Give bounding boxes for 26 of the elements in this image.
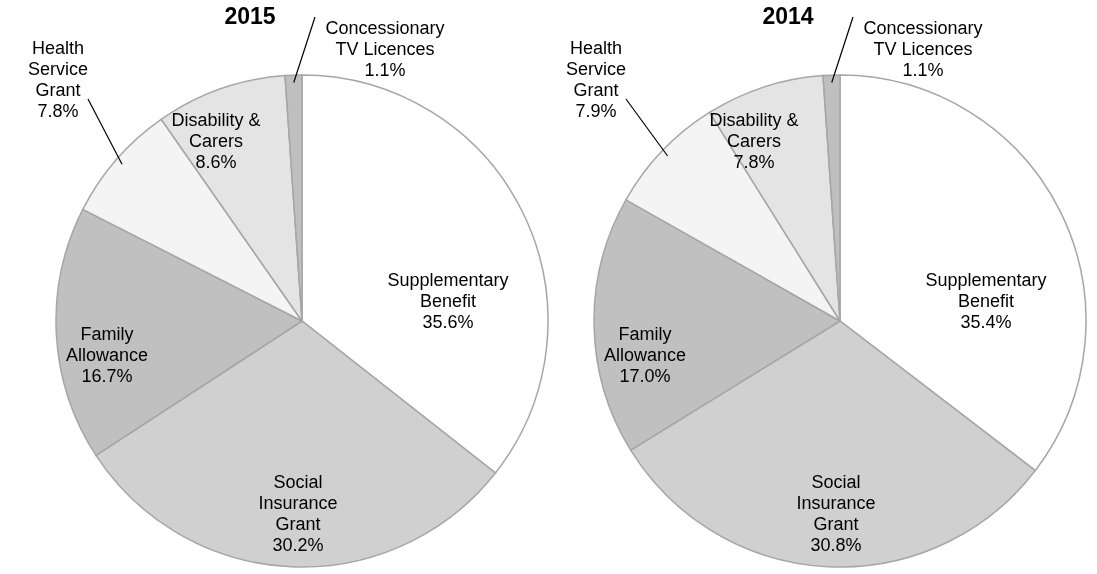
data-label: 30.2%	[272, 535, 324, 555]
data-label: 7.8%	[37, 101, 79, 121]
slice-label: Concessionary TV Licences	[325, 18, 445, 59]
slice-label: Social Insurance Grant	[258, 472, 338, 534]
data-label: 17.0%	[619, 366, 671, 386]
slice-label: Family Allowance	[603, 324, 687, 365]
data-label: 1.1%	[902, 60, 944, 80]
slice-label: Health Service Grant	[565, 38, 627, 100]
slice-label: Health Service Grant	[27, 38, 89, 100]
slice-label: Supplementary Benefit	[925, 270, 1047, 311]
data-label: 7.8%	[733, 152, 775, 172]
data-label: 1.1%	[364, 60, 406, 80]
data-label: 16.7%	[81, 366, 133, 386]
slice-label: Social Insurance Grant	[796, 472, 876, 534]
data-label: 35.6%	[422, 312, 474, 332]
slice-label: Concessionary TV Licences	[863, 18, 983, 59]
slice-label: Disability & Carers	[171, 110, 261, 151]
data-label: 7.9%	[575, 101, 617, 121]
slice-label: Family Allowance	[65, 324, 149, 365]
data-label: 35.4%	[960, 312, 1012, 332]
slice-label: Disability & Carers	[709, 110, 799, 151]
chart-title: 2015	[224, 3, 276, 29]
slice-label: Supplementary Benefit	[387, 270, 509, 311]
data-label: 30.8%	[810, 535, 862, 555]
chart-title: 2014	[762, 3, 814, 29]
data-label: 8.6%	[195, 152, 237, 172]
